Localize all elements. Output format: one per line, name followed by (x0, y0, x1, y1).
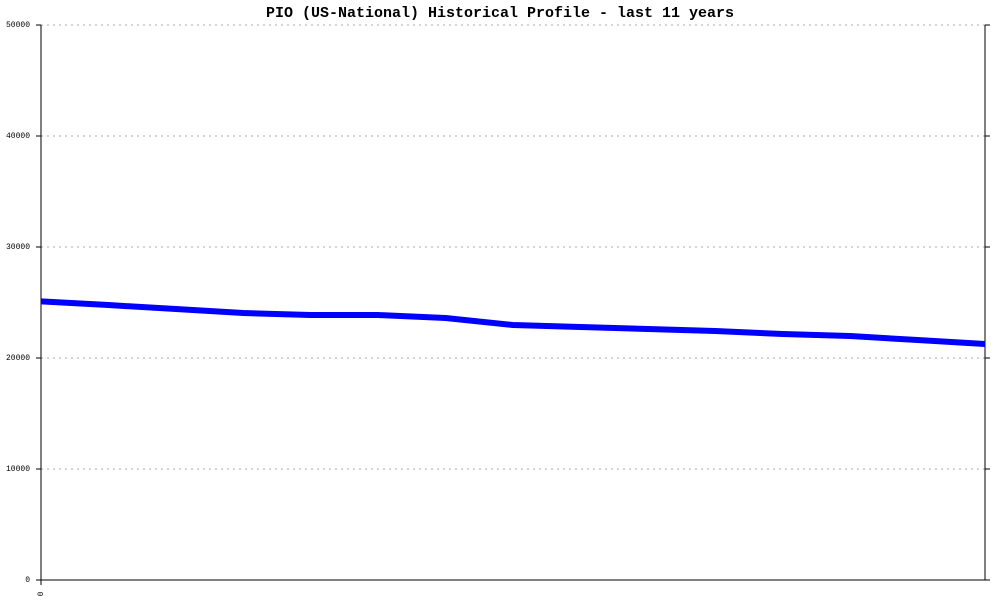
y-tick-label: 50000 (6, 21, 30, 30)
x-tick-label: 0 (37, 591, 46, 596)
line-series (40, 298, 986, 348)
y-tick-label: 40000 (6, 132, 30, 141)
chart-title: PIO (US-National) Historical Profile - l… (266, 5, 734, 22)
y-tick-label: 0 (25, 576, 30, 585)
y-tick-label: 10000 (6, 465, 30, 474)
y-tick-label: 20000 (6, 354, 30, 363)
y-tick-label: 30000 (6, 243, 30, 252)
